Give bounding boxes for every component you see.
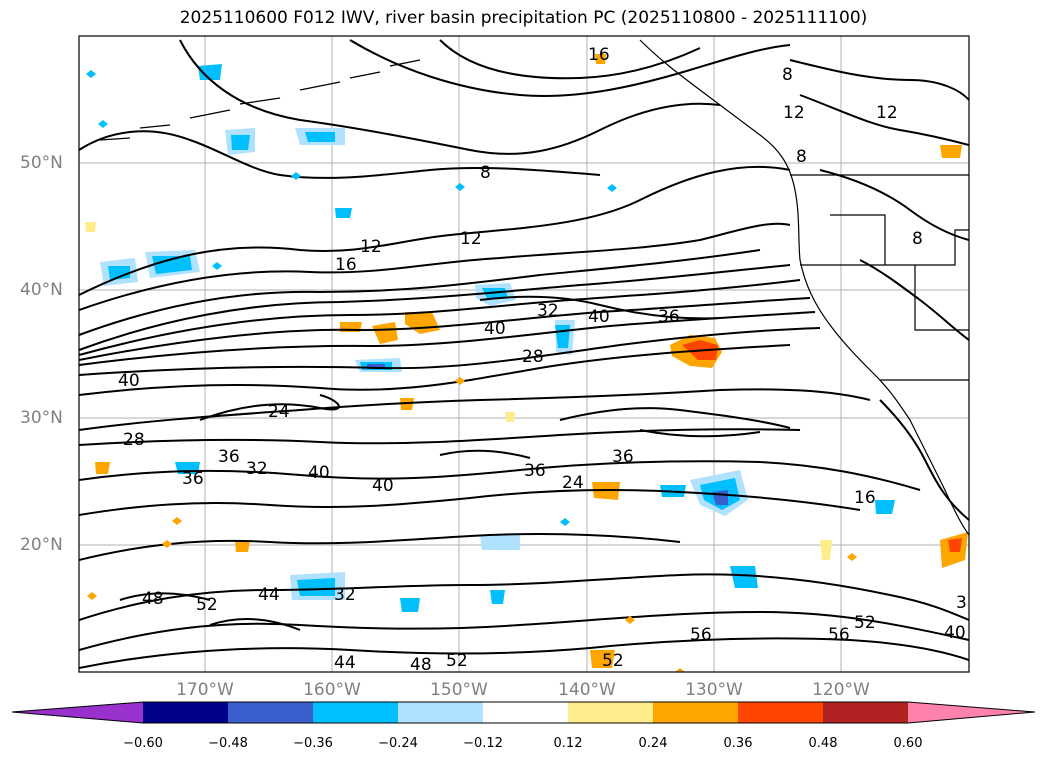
contour-label: 8 — [480, 163, 491, 183]
lon-label-130w: 130°W — [685, 680, 743, 700]
contour-label: 44 — [258, 585, 280, 605]
colorbar-tick-label: −0.60 — [123, 736, 163, 751]
contour-label: 40 — [308, 463, 330, 483]
contour-label: 16 — [854, 488, 876, 508]
lon-label-150w: 150°W — [430, 680, 488, 700]
contour-label: 36 — [524, 461, 546, 481]
contour-label: 56 — [690, 625, 712, 645]
colorbar-segment-3 — [313, 702, 398, 723]
colorbar-segment-0 — [12, 702, 143, 723]
contour-labels: 16 8 12 8 12 8 12 16 12 8 40 32 40 36 28… — [118, 45, 967, 675]
contour-label: 32 — [334, 585, 356, 605]
lat-label-50n: 50°N — [20, 153, 63, 173]
iwv-contours — [79, 39, 969, 669]
colorbar-segment-10 — [908, 702, 1035, 723]
colorbar-segment-6 — [568, 702, 653, 723]
contour-label: 48 — [410, 655, 432, 675]
colorbar-tick-label: 0.60 — [893, 736, 923, 751]
contour-label: 28 — [123, 430, 145, 450]
coastline — [99, 39, 969, 536]
contour-label: 40 — [118, 371, 140, 391]
contour-label: 52 — [446, 651, 468, 671]
contour-label: 36 — [658, 307, 680, 327]
contour-label: 16 — [335, 255, 357, 275]
colorbar-segment-9 — [823, 702, 908, 723]
contour-label: 56 — [828, 625, 850, 645]
colorbar-segment-4 — [398, 702, 483, 723]
colorbar-tick-label: −0.36 — [293, 736, 333, 751]
contour-label: 36 — [612, 447, 634, 467]
map-title: 2025110600 F012 IWV, river basin precipi… — [179, 8, 868, 28]
contour-label: 32 — [246, 459, 268, 479]
lat-label-20n: 20°N — [20, 535, 63, 555]
iwv-map: 16 8 12 8 12 8 12 16 12 8 40 32 40 36 28… — [78, 35, 970, 675]
colorbar-tick-label: 0.36 — [723, 736, 753, 751]
lat-label-30n: 30°N — [20, 408, 63, 428]
lat-label-40n: 40°N — [20, 280, 63, 300]
contour-label: 40 — [484, 319, 506, 339]
contour-label: 12 — [460, 229, 482, 249]
lon-label-140w: 140°W — [558, 680, 616, 700]
colorbar-tick-label: 0.48 — [808, 736, 838, 751]
contour-label: 12 — [783, 103, 805, 123]
colorbar-tick-label: 0.24 — [638, 736, 668, 751]
lon-label-120w: 120°W — [812, 680, 870, 700]
colorbar-tick-label: 0.12 — [553, 736, 583, 751]
contour-label: 52 — [854, 613, 876, 633]
plot-frame — [78, 35, 970, 673]
contour-label: 48 — [142, 589, 164, 609]
contour-label: 12 — [360, 237, 382, 257]
contour-label: 36 — [182, 469, 204, 489]
colorbar — [11, 701, 1036, 724]
colorbar-segment-2 — [228, 702, 313, 723]
colorbar-segment-5 — [483, 702, 568, 723]
colorbar-segment-1 — [143, 702, 228, 723]
colorbar-outline — [11, 701, 1036, 724]
lon-label-160w: 160°W — [303, 680, 361, 700]
colorbar-tick-label: −0.12 — [463, 736, 503, 751]
contour-label: 40 — [944, 623, 966, 643]
contour-label: 52 — [196, 595, 218, 615]
contour-label: 12 — [876, 103, 898, 123]
contour-label: 32 — [537, 301, 559, 321]
contour-label: 24 — [562, 473, 584, 493]
contour-label: 36 — [218, 447, 240, 467]
contour-label: 24 — [268, 402, 290, 422]
contour-label: 8 — [782, 65, 793, 85]
contour-label: 28 — [522, 347, 544, 367]
contour-label: 3 — [956, 593, 967, 613]
precip-markers — [86, 70, 857, 672]
contour-label: 40 — [372, 476, 394, 496]
contour-label: 40 — [588, 307, 610, 327]
contour-label: 16 — [588, 45, 610, 65]
colorbar-segment-7 — [653, 702, 738, 723]
colorbar-segment-8 — [738, 702, 823, 723]
colorbar-tick-label: −0.24 — [378, 736, 418, 751]
contour-label: 52 — [602, 651, 624, 671]
contour-label: 8 — [796, 147, 807, 167]
contour-label: 8 — [912, 229, 923, 249]
lon-label-170w: 170°W — [176, 680, 234, 700]
colorbar-tick-label: −0.48 — [208, 736, 248, 751]
contour-label: 44 — [334, 653, 356, 673]
